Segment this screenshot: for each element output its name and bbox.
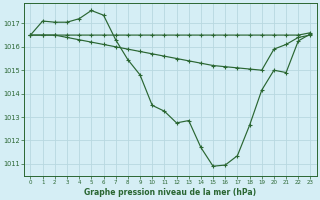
X-axis label: Graphe pression niveau de la mer (hPa): Graphe pression niveau de la mer (hPa) [84,188,257,197]
